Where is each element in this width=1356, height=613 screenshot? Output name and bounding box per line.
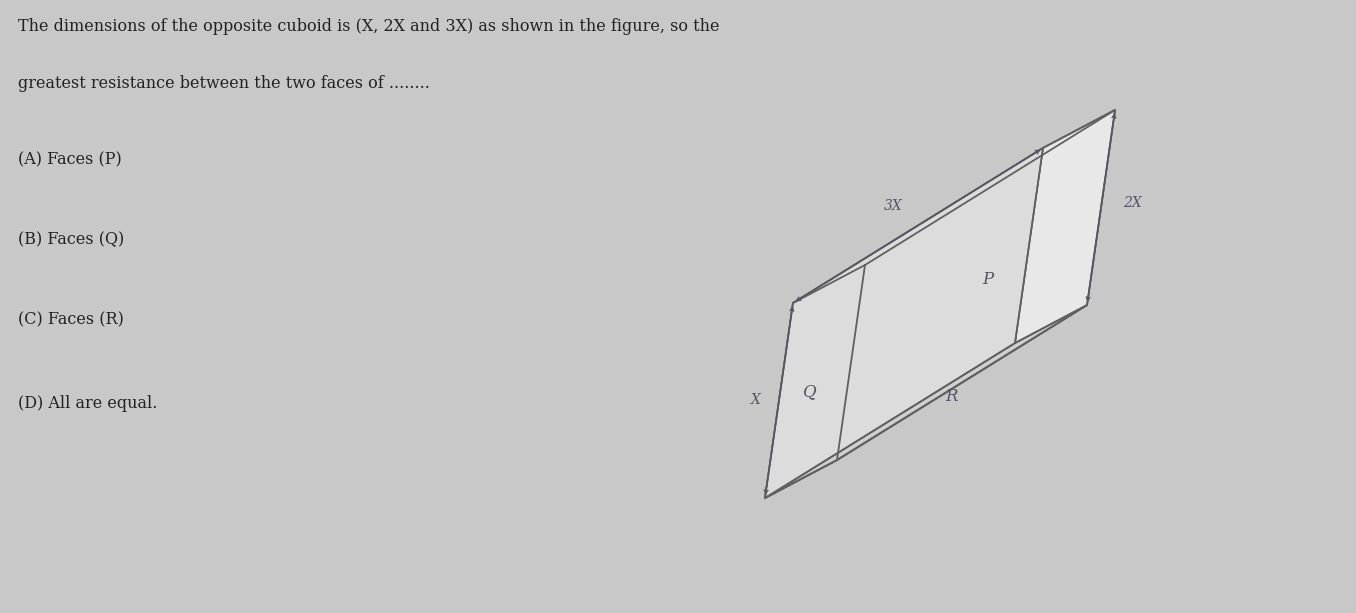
Text: P: P bbox=[983, 272, 994, 289]
Text: (B) Faces (Q): (B) Faces (Q) bbox=[18, 231, 125, 248]
Text: (A) Faces (P): (A) Faces (P) bbox=[18, 151, 122, 168]
Text: The dimensions of the opposite cuboid is (X, 2X and 3X) as shown in the figure, : The dimensions of the opposite cuboid is… bbox=[18, 18, 720, 35]
Text: X: X bbox=[751, 394, 761, 408]
Text: 3X: 3X bbox=[884, 199, 902, 213]
Polygon shape bbox=[793, 110, 1115, 303]
Text: greatest resistance between the two faces of ........: greatest resistance between the two face… bbox=[18, 75, 430, 92]
Text: 2X: 2X bbox=[1123, 196, 1142, 210]
Text: Q: Q bbox=[803, 383, 816, 400]
Polygon shape bbox=[765, 148, 1043, 498]
Text: (D) All are equal.: (D) All are equal. bbox=[18, 395, 157, 412]
Polygon shape bbox=[837, 110, 1115, 460]
Text: R: R bbox=[945, 388, 957, 405]
Polygon shape bbox=[765, 305, 1088, 498]
Text: (C) Faces (R): (C) Faces (R) bbox=[18, 311, 123, 328]
Polygon shape bbox=[765, 265, 865, 498]
Polygon shape bbox=[1016, 110, 1115, 343]
